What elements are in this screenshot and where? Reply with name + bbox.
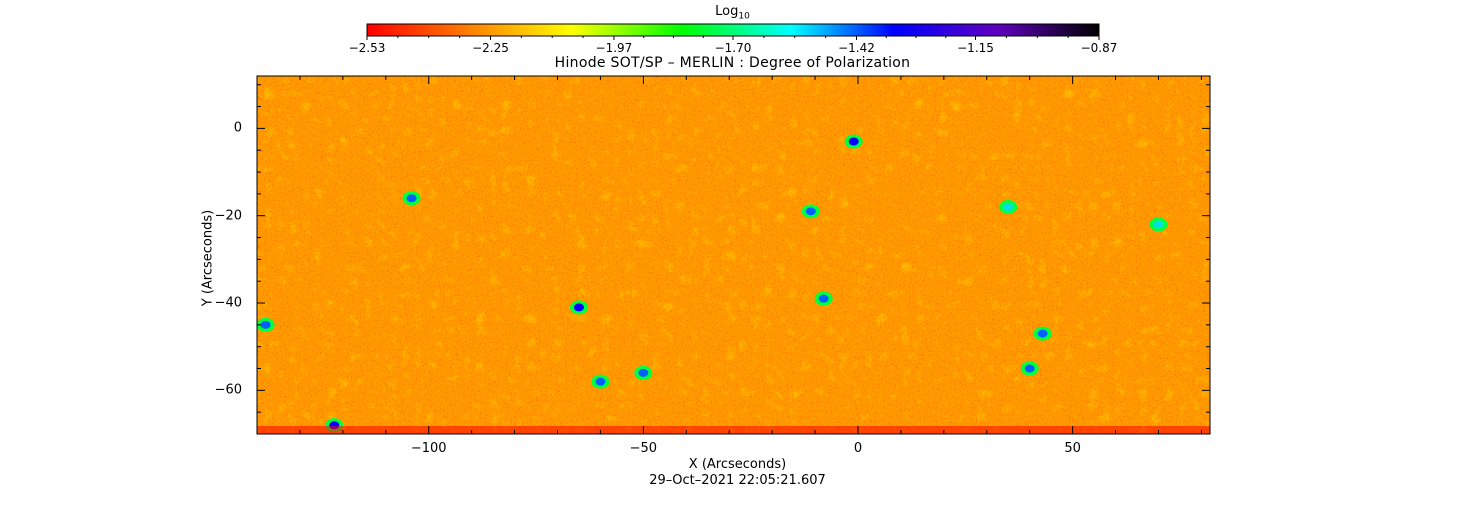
- feature-core: [1153, 220, 1164, 229]
- plot-frame: [256, 75, 1211, 435]
- colorbar-tick-label: −1.15: [957, 41, 994, 55]
- feature-core: [595, 377, 606, 386]
- feature-core: [805, 207, 816, 216]
- feature-core: [1003, 202, 1014, 211]
- y-tick-label: −20: [214, 208, 242, 224]
- plot-title: Hinode SOT/SP – MERLIN : Degree of Polar…: [554, 55, 911, 71]
- y-tick-label: 0: [233, 120, 242, 136]
- colorbar-tick-label: −2.53: [348, 41, 386, 55]
- colorbar-tick-label: −1.42: [838, 41, 875, 55]
- colorbar-tick-label: −1.70: [714, 41, 752, 55]
- feature-core: [1024, 364, 1035, 373]
- feature-core: [406, 194, 417, 203]
- y-tick-label: −40: [214, 295, 242, 311]
- colorbar: [366, 23, 1100, 37]
- x-tick-label: 50: [1064, 441, 1081, 456]
- x-tick-label: −50: [629, 441, 658, 456]
- x-axis-label: X (Arcseconds): [688, 457, 787, 472]
- feature-core: [818, 294, 829, 303]
- feature-core: [1037, 329, 1048, 338]
- y-tick-label: −60: [214, 382, 242, 398]
- colorbar-tick-label: −1.97: [595, 41, 633, 55]
- x-tick-label: −100: [410, 441, 447, 456]
- feature-core: [638, 368, 649, 377]
- y-axis-ticks: [257, 84, 1210, 435]
- timestamp: 29–Oct–2021 22:05:21.607: [649, 473, 826, 488]
- heatmap-image: [256, 76, 1210, 434]
- y-axis-label: Y (Arcseconds): [200, 209, 216, 307]
- feature-core: [573, 303, 584, 312]
- feature-core: [848, 137, 859, 146]
- colorbar-title: Log10: [715, 4, 750, 22]
- colorbar-tick-label: −0.87: [1080, 41, 1118, 55]
- feature-core: [260, 320, 271, 329]
- x-axis-ticks: [256, 76, 1202, 434]
- colorbar-tick-label: −2.25: [472, 41, 509, 55]
- colorbar-ticks: [366, 36, 1100, 40]
- polarization-features: [256, 134, 1168, 433]
- x-tick-label: 0: [853, 441, 863, 456]
